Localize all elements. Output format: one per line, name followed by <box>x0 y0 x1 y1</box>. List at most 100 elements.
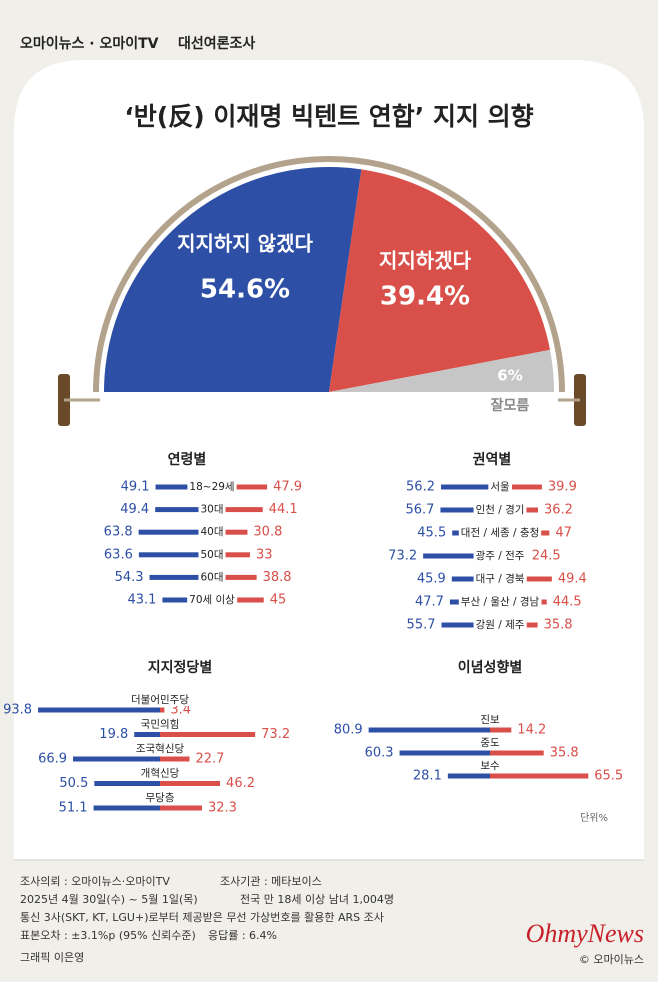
label-bg <box>458 527 542 539</box>
bar <box>490 750 544 756</box>
value-label: 49.1 <box>121 480 150 495</box>
category-label: 인천 / 경기 <box>476 503 525 516</box>
footer-text: 조사기관 : 메타보이스 <box>220 875 322 888</box>
unit-label: 단위% <box>580 811 608 824</box>
bar <box>368 727 490 733</box>
value-label: 47 <box>555 526 572 541</box>
bar <box>138 529 212 535</box>
value-label: 45.5 <box>417 526 446 541</box>
label-bg <box>473 550 527 562</box>
value-label: 45 <box>270 593 287 608</box>
value-label: 66.9 <box>38 752 67 767</box>
category-label: 더불어민주당 <box>131 694 189 706</box>
pie-slice <box>329 349 554 392</box>
bar <box>93 805 160 811</box>
topic: 대선여론조사 <box>178 35 255 52</box>
category-label: 30대 <box>200 504 223 516</box>
panel-title: 연령별 <box>168 451 207 468</box>
value-label: 35.8 <box>544 618 573 633</box>
label-bg <box>198 526 226 539</box>
footer-text: 조사의뢰 : 오마이뉴스·오마이TV <box>20 875 170 888</box>
bar <box>138 552 212 558</box>
category-label: 중도 <box>480 737 500 749</box>
value-label: 46.2 <box>226 776 255 791</box>
bar <box>160 805 202 811</box>
label-bg <box>198 503 226 516</box>
label-bg <box>138 718 182 731</box>
category-label: 대구 / 경북 <box>476 572 525 585</box>
category-label: 60대 <box>200 571 223 583</box>
value-label: 73.2 <box>261 727 290 742</box>
category-label: 서울 <box>490 481 510 493</box>
logo: OhmyNews <box>526 919 644 948</box>
label-bg <box>187 594 238 606</box>
category-label: 개혁신당 <box>141 768 180 780</box>
category-label: 40대 <box>200 526 223 538</box>
bar <box>155 484 212 490</box>
copyright: © 오마이뉴스 <box>579 953 644 966</box>
bar <box>212 597 264 603</box>
category-label: 대전 / 세종 / 충청 <box>461 527 539 539</box>
value-label: 60.3 <box>365 746 394 761</box>
bar <box>399 750 490 756</box>
category-label: 보수 <box>480 760 500 772</box>
bar <box>212 574 257 580</box>
bar <box>160 707 165 713</box>
category-label: 잘모름 <box>491 398 530 414</box>
bar <box>73 756 160 762</box>
value-label: 49.4 <box>120 502 149 517</box>
bar <box>149 574 212 580</box>
category-label: 지지하겠다 <box>379 249 472 273</box>
label-bg <box>198 571 226 584</box>
value-label: 49.4 <box>558 572 587 587</box>
arch <box>93 156 565 393</box>
category-label: 국민의힘 <box>141 719 180 731</box>
category-label: 부산 / 울산 / 경남 <box>461 595 540 608</box>
value-label: 38.8 <box>263 570 292 585</box>
label-bg <box>133 743 187 755</box>
value-label: 50.5 <box>59 776 88 791</box>
value-label: 47.9 <box>273 480 302 495</box>
value-label: 39.9 <box>548 480 577 495</box>
label-bg <box>478 737 502 749</box>
value-label: 54.3 <box>115 570 144 585</box>
value-label: 65.5 <box>594 769 623 784</box>
label-bg <box>473 619 527 631</box>
bar <box>134 732 160 737</box>
bar <box>423 553 500 559</box>
bar <box>38 707 161 713</box>
label-bg <box>458 595 542 608</box>
value-label: 30.8 <box>253 525 282 540</box>
value-label: 45.9 <box>417 572 446 587</box>
bar <box>212 529 248 535</box>
footer-text: 전국 만 18세 이상 남녀 1,004명 <box>240 893 394 906</box>
bar <box>212 484 268 490</box>
category-label: 50대 <box>200 549 223 561</box>
label-bg <box>478 714 502 726</box>
value-label: 63.8 <box>104 525 133 540</box>
value-label: 19.8 <box>99 727 128 742</box>
value-label: 55.7 <box>407 618 436 633</box>
category-label: 광주 / 전주 <box>476 550 525 562</box>
panel-title: 이념성향별 <box>458 659 522 676</box>
value-label: 39.4% <box>380 282 470 312</box>
pie-slice <box>104 167 362 392</box>
value-label: 22.7 <box>196 752 225 767</box>
chart-title: ‘반(反) 이재명 빅텐트 연합’ 지지 의향 <box>124 102 533 131</box>
value-label: 6% <box>497 367 522 385</box>
label-bg <box>198 548 226 561</box>
bar <box>212 552 250 558</box>
category-label: 진보 <box>480 714 500 726</box>
category-label: 조국혁신당 <box>136 743 185 755</box>
bar <box>490 773 589 779</box>
label-bg <box>488 481 512 493</box>
category-label: 강원 / 제주 <box>476 619 525 631</box>
footer-text: 그래픽 이은영 <box>20 951 84 964</box>
bar <box>94 781 160 786</box>
value-label: 35.8 <box>550 746 579 761</box>
value-label: 32.3 <box>208 801 237 816</box>
value-label: 47.7 <box>415 595 444 610</box>
value-label: 14.2 <box>517 723 546 738</box>
value-label: 24.5 <box>532 549 561 564</box>
